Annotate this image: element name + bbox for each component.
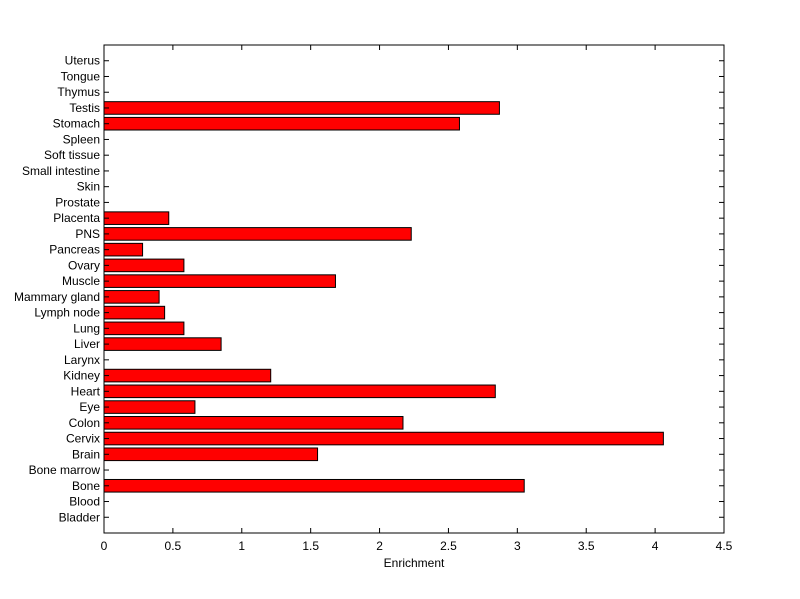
y-tick-label-muscle: Muscle <box>62 274 100 288</box>
y-tick-label-placenta: Placenta <box>53 211 100 225</box>
bar-pns <box>103 227 412 241</box>
bar-brain <box>103 447 319 462</box>
y-tick-label-ovary: Ovary <box>68 258 100 272</box>
y-tick-label-brain: Brain <box>72 447 100 461</box>
y-tick-label-liver: Liver <box>74 337 100 351</box>
x-tick-label: 3 <box>514 539 521 553</box>
x-tick-label: 0 <box>101 539 108 553</box>
bar-lymph-node <box>103 305 166 320</box>
y-tick-label-skin: Skin <box>77 180 100 194</box>
y-tick-label-eye: Eye <box>79 400 100 414</box>
bar-placenta <box>103 211 170 225</box>
bar-mammary-gland <box>103 290 160 304</box>
bar-kidney <box>103 368 272 383</box>
x-tick-label: 4.5 <box>716 539 733 553</box>
y-tick-label-soft-tissue: Soft tissue <box>44 148 100 162</box>
bar-pancreas <box>103 242 144 257</box>
y-tick-label-mammary-gland: Mammary gland <box>14 290 100 304</box>
bar-testis <box>103 101 500 115</box>
bar-cervix <box>103 431 664 446</box>
bar-colon <box>103 416 404 430</box>
y-tick-label-lymph-node: Lymph node <box>34 306 100 320</box>
y-tick-label-larynx: Larynx <box>64 353 100 367</box>
y-tick-label-pancreas: Pancreas <box>49 243 100 257</box>
y-tick-label-prostate: Prostate <box>55 195 100 209</box>
bar-lung <box>103 321 185 336</box>
y-tick-label-bone-marrow: Bone marrow <box>29 463 101 477</box>
y-tick-label-stomach: Stomach <box>53 117 100 131</box>
y-tick-label-small-intestine: Small intestine <box>22 164 100 178</box>
bars-group <box>103 101 664 493</box>
y-tick-label-heart: Heart <box>71 384 101 398</box>
y-tick-label-lung: Lung <box>73 321 100 335</box>
x-tick-label: 2.5 <box>440 539 457 553</box>
bar-stomach <box>103 116 460 131</box>
y-tick-label-bladder: Bladder <box>59 510 100 524</box>
bar-eye <box>103 400 196 414</box>
bar-liver <box>103 337 222 351</box>
y-tick-label-pns: PNS <box>75 227 100 241</box>
y-tick-label-tongue: Tongue <box>61 69 101 83</box>
y-tick-label-colon: Colon <box>69 416 100 430</box>
x-tick-label: 3.5 <box>578 539 595 553</box>
bar-bone <box>103 478 525 493</box>
y-tick-label-cervix: Cervix <box>66 432 100 446</box>
x-tick-label: 2 <box>376 539 383 553</box>
y-tick-label-blood: Blood <box>69 495 100 509</box>
bar-muscle <box>103 274 336 288</box>
x-tick-label: 4 <box>652 539 659 553</box>
y-tick-label-spleen: Spleen <box>63 132 100 146</box>
bar-heart <box>103 384 496 399</box>
x-axis-label: Enrichment <box>384 556 445 570</box>
y-tick-label-uterus: Uterus <box>65 54 100 68</box>
x-axis-ticks: 0 0.5 1 1.5 2 2.5 3 3.5 4 4.5 <box>101 45 733 553</box>
x-tick-label: 0.5 <box>165 539 182 553</box>
y-tick-label-bone: Bone <box>72 479 100 493</box>
y-tick-label-thymus: Thymus <box>57 85 100 99</box>
y-tick-label-kidney: Kidney <box>63 369 100 383</box>
bar-ovary <box>103 258 185 273</box>
x-tick-label: 1 <box>238 539 245 553</box>
x-tick-label: 1.5 <box>302 539 319 553</box>
y-tick-label-testis: Testis <box>69 101 100 115</box>
